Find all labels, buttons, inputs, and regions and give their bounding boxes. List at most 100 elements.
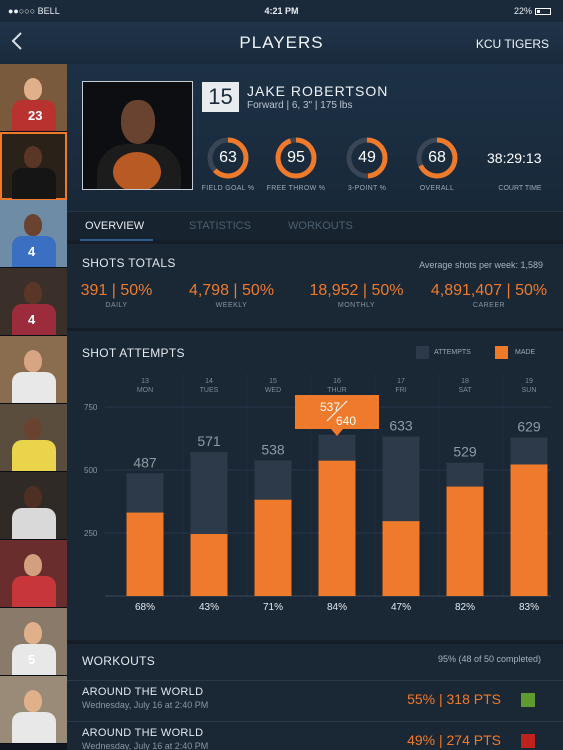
stat-ring-value: 95 xyxy=(287,149,305,166)
y-tick-label: 250 xyxy=(84,529,98,538)
battery-percent: 22% xyxy=(513,6,532,16)
stat-ring: 63 xyxy=(206,136,250,180)
shot-attempts-panel: SHOT ATTEMPTS ATTEMPTS MADE 250 500 750 13 M… xyxy=(67,331,563,640)
made-bar xyxy=(254,499,292,596)
roster-player-thumb[interactable]: 4 xyxy=(0,200,67,268)
day-name-label: SUN xyxy=(522,387,537,394)
workout-date: Wednesday, July 16 at 2:40 PM xyxy=(82,700,209,710)
workout-status-indicator xyxy=(521,693,535,707)
roster-player-thumb[interactable] xyxy=(0,540,67,608)
roster-jersey-number: 23 xyxy=(28,108,43,123)
roster-player-thumb[interactable]: 4 xyxy=(0,268,67,336)
player-info: Forward | 6, 3" | 175 lbs xyxy=(247,100,353,111)
total-career: 4,891,407 | 50% xyxy=(430,282,548,299)
made-percent-label: 71% xyxy=(263,602,283,613)
attempts-value-label: 529 xyxy=(453,444,477,460)
roster-list: 23 4 4 5 xyxy=(0,64,67,750)
stat-ring-value: 63 xyxy=(219,149,237,166)
made-bar xyxy=(126,512,164,596)
tab-active-indicator xyxy=(80,239,153,241)
day-name-label: SAT xyxy=(458,387,472,394)
workout-date: Wednesday, July 16 at 2:40 PM xyxy=(82,741,209,750)
tooltip-box xyxy=(295,395,379,429)
stat-ring-label: FIELD GOAL % xyxy=(201,185,255,192)
tooltip-divider xyxy=(326,400,348,422)
attempts-value-label: 633 xyxy=(389,417,413,433)
workouts-title: WORKOUTS xyxy=(82,654,156,668)
made-percent-label: 82% xyxy=(455,602,475,613)
day-number-label: 13 xyxy=(141,378,149,385)
workout-row[interactable]: AROUND THE WORLD Wednesday, July 16 at 2… xyxy=(67,721,563,750)
roster-player-thumb[interactable]: 23 xyxy=(0,64,67,132)
stat-ring: 95 xyxy=(274,136,318,180)
tab-bar: OVERVIEW STATISTICS WORKOUTS xyxy=(67,211,563,241)
tooltip-pointer xyxy=(331,429,343,436)
roster-player-thumb[interactable] xyxy=(0,676,67,744)
day-number-label: 14 xyxy=(205,378,213,385)
made-percent-label: 83% xyxy=(519,602,539,613)
made-bar xyxy=(446,486,484,596)
battery-status: 22% xyxy=(514,6,551,16)
total-weekly: 4,798 | 50% xyxy=(188,282,275,299)
roster-jersey-number: 5 xyxy=(28,652,36,667)
chevron-left-icon[interactable] xyxy=(10,30,24,58)
shot-attempts-chart[interactable]: 250 500 750 13 MON 487 68% 14 TUES 571 43% 15 WED 538… xyxy=(67,331,563,640)
stat-ring-label: 3-POINT % xyxy=(347,185,387,192)
day-number-label: 19 xyxy=(525,378,533,385)
workout-row[interactable]: AROUND THE WORLD Wednesday, July 16 at 2… xyxy=(67,680,563,720)
workout-score: 55% | 318 PTS xyxy=(407,691,501,707)
status-bar: ●●○○○ BELL 4:21 PM 22% xyxy=(0,0,563,22)
made-bar xyxy=(318,460,356,596)
roster-player-thumb[interactable] xyxy=(0,336,67,404)
attempts-value-label: 538 xyxy=(261,441,285,457)
court-time-label: COURT TIME xyxy=(498,185,542,192)
total-monthly-label: MONTHLY xyxy=(337,302,376,309)
stat-ring-value: 49 xyxy=(358,149,376,166)
player-photo xyxy=(82,81,193,190)
made-percent-label: 68% xyxy=(135,602,155,613)
tab-overview[interactable]: OVERVIEW xyxy=(85,220,145,232)
team-name[interactable]: KCU TIGERS xyxy=(475,37,549,51)
roster-player-thumb[interactable]: 5 xyxy=(0,608,67,676)
legend-attempts-label: ATTEMPTS xyxy=(434,349,471,356)
made-percent-label: 43% xyxy=(199,602,219,613)
stat-ring-label: FREE THROW % xyxy=(266,185,326,192)
workout-score: 49% | 274 PTS xyxy=(407,732,501,748)
y-tick-label: 750 xyxy=(84,403,98,412)
stat-ring-value: 68 xyxy=(428,149,446,166)
workout-name: AROUND THE WORLD xyxy=(82,686,204,698)
nav-bar: PLAYERS KCU TIGERS xyxy=(0,22,563,64)
day-name-label: FRI xyxy=(395,387,406,394)
day-number-label: 16 xyxy=(333,378,341,385)
day-name-label: THUR xyxy=(327,387,346,394)
day-name-label: MON xyxy=(137,387,153,394)
workouts-progress: 95% (48 of 50 completed) xyxy=(437,654,541,664)
made-bar xyxy=(510,464,548,596)
player-profile: 15 JAKE ROBERTSON Forward | 6, 3" | 175 … xyxy=(67,64,563,211)
roster-jersey-number: 4 xyxy=(28,244,36,259)
made-percent-label: 47% xyxy=(391,602,411,613)
day-number-label: 17 xyxy=(397,378,405,385)
tab-statistics[interactable]: STATISTICS xyxy=(189,220,251,232)
legend-made-swatch xyxy=(495,346,508,359)
total-monthly: 18,952 | 50% xyxy=(309,282,404,299)
total-career-label: CAREER xyxy=(472,302,506,309)
day-number-label: 15 xyxy=(269,378,277,385)
tab-workouts[interactable]: WORKOUTS xyxy=(288,220,353,232)
workout-name: AROUND THE WORLD xyxy=(82,727,204,739)
roster-player-thumb[interactable] xyxy=(0,404,67,472)
roster-jersey-number: 4 xyxy=(28,312,36,327)
workouts-panel: WORKOUTS 95% (48 of 50 completed) AROUND… xyxy=(67,644,563,750)
total-weekly-label: WEEKLY xyxy=(215,302,248,309)
roster-player-thumb[interactable] xyxy=(0,472,67,540)
roster-player-thumb[interactable] xyxy=(0,132,67,200)
attempts-value-label: 487 xyxy=(133,454,157,470)
shots-totals-panel: SHOTS TOTALS Average shots per week: 1,5… xyxy=(67,244,563,328)
jersey-number: 15 xyxy=(202,82,239,112)
stat-ring: 49 xyxy=(345,136,389,180)
court-time: 38:29:13 xyxy=(487,150,542,166)
stat-ring-label: OVERALL xyxy=(419,185,455,192)
total-daily-label: DAILY xyxy=(105,302,128,309)
legend-attempts-swatch xyxy=(416,346,429,359)
tooltip-made-value: 537 xyxy=(320,400,340,414)
